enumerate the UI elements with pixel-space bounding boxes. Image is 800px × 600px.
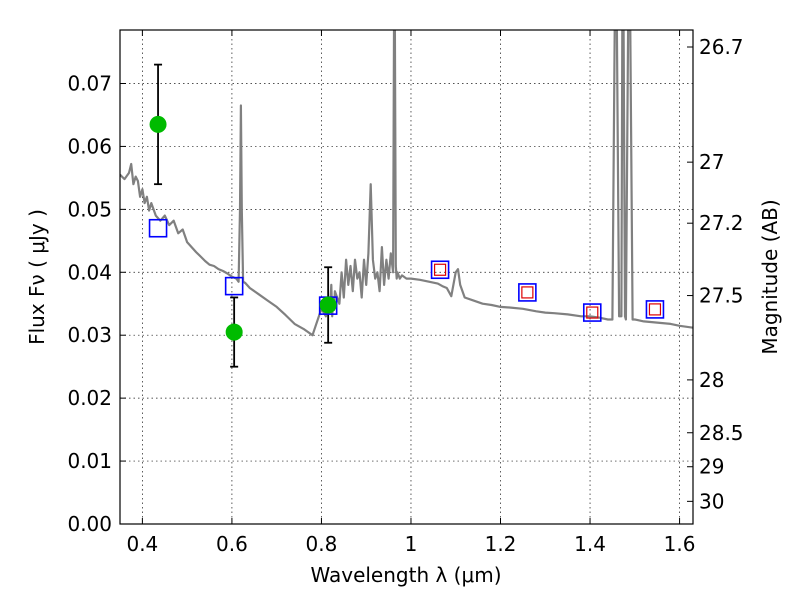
x-tick-label: 1.2 (485, 532, 517, 556)
x-ticks: 0.4 0.6 0.8 1 1.2 1.4 1.6 (126, 30, 695, 556)
blue-square-marker (430, 260, 450, 280)
x-tick-label: 0.8 (306, 532, 338, 556)
blue-square-marker (645, 300, 665, 319)
model-spectrum (120, 30, 693, 337)
y-ticks: 0.00 0.01 0.02 0.03 0.04 0.05 0.06 0.07 (67, 71, 126, 536)
markers (148, 115, 665, 341)
right-tick-label: 27.2 (699, 211, 744, 235)
red-square-marker (521, 286, 534, 299)
x-tick-label: 0.4 (126, 532, 158, 556)
right-tick-label: 29 (699, 455, 724, 479)
error-bars (154, 63, 333, 368)
blue-square-marker (582, 303, 602, 322)
red-square-marker (433, 263, 447, 276)
right-tick-label: 27 (699, 150, 724, 174)
blue-square-marker (148, 218, 168, 238)
y-tick-label: 0.03 (67, 323, 112, 347)
plot-frame (119, 29, 694, 525)
y-tick-label: 0.02 (67, 386, 112, 410)
x-tick-label: 1.6 (664, 532, 696, 556)
y-tick-label: 0.04 (67, 260, 112, 284)
blue-square-marker (224, 276, 244, 296)
y-tick-label: 0.06 (67, 134, 112, 158)
x-axis-label: Wavelength λ (μm) (310, 563, 501, 587)
y-tick-label: 0.07 (67, 71, 112, 95)
spectrum-line (120, 30, 693, 337)
red-square-marker (648, 303, 662, 316)
y-tick-label: 0.05 (67, 197, 112, 221)
x-tick-label: 0.6 (216, 532, 248, 556)
y-tick-label: 0.00 (67, 512, 112, 536)
right-axis-label: Magnitude (AB) (758, 199, 782, 354)
right-tick-label: 28.5 (699, 421, 744, 445)
right-tick-label: 27.5 (699, 284, 744, 308)
plot-area (120, 30, 693, 368)
green-data-point (319, 296, 337, 314)
right-ticks: 26.7 27 27.2 27.5 28 28.5 29 30 (687, 35, 744, 513)
x-tick-label: 1 (405, 532, 418, 556)
right-tick-label: 28 (699, 368, 724, 392)
x-tick-label: 1.4 (574, 532, 606, 556)
y-axis-label: Flux Fν ( μJy ) (25, 209, 49, 345)
right-tick-label: 30 (699, 489, 724, 513)
grid-lines (120, 30, 693, 525)
green-data-point (225, 323, 243, 341)
green-data-point (149, 115, 167, 133)
blue-square-marker (518, 283, 537, 302)
red-square-marker (586, 306, 599, 319)
y-tick-label: 0.01 (67, 449, 112, 473)
right-tick-label: 26.7 (699, 35, 744, 59)
